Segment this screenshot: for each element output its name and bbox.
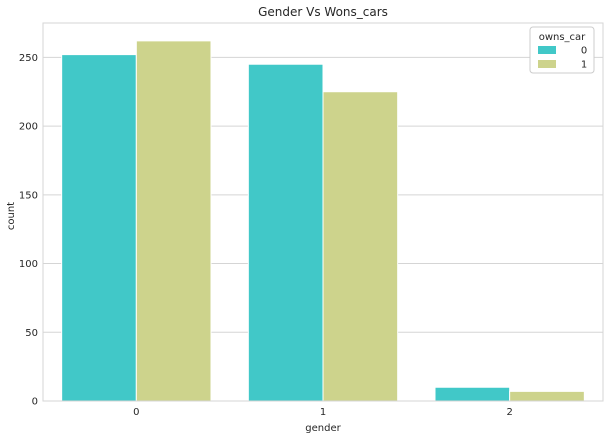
legend: owns_car 0 1 (529, 26, 595, 74)
plot-frame (42, 22, 604, 402)
axes: 0 50 100 150 200 250 0 1 2 (19, 22, 604, 418)
x-axis-label: gender (305, 423, 341, 434)
y-tick-label: 150 (19, 190, 38, 201)
legend-entry-label: 0 (581, 46, 587, 57)
legend-title: owns_car (539, 32, 586, 43)
bar-gender-1-owns-car-0 (247, 63, 324, 402)
legend-entry-label: 1 (581, 60, 587, 71)
chart-title: Gender Vs Wons_cars (258, 5, 388, 19)
y-axis-label: count (6, 202, 17, 230)
legend-swatch-1 (538, 60, 556, 68)
bars (61, 40, 585, 402)
x-tick-label: 2 (506, 407, 512, 418)
bar-gender-2-owns-car-0 (434, 386, 511, 402)
x-tick-label: 0 (133, 407, 139, 418)
bar-gender-2-owns-car-1 (509, 390, 585, 402)
bar-gender-1-owns-car-1 (322, 91, 399, 402)
y-tick-label: 100 (19, 259, 38, 270)
bar-gender-0-owns-car-0 (61, 54, 137, 402)
y-tick-label: 200 (19, 122, 38, 133)
y-tick-label: 250 (19, 53, 38, 64)
y-tick-label: 50 (25, 328, 38, 339)
bar-gender-0-owns-car-1 (135, 40, 212, 402)
x-tick-label: 1 (320, 407, 326, 418)
y-tick-label: 0 (32, 397, 38, 408)
legend-swatch-0 (538, 46, 556, 54)
